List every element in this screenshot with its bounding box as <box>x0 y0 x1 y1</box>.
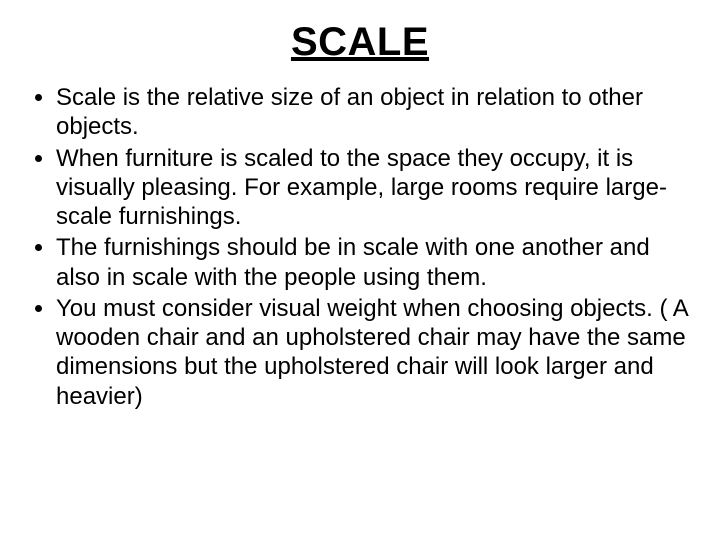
list-item: Scale is the relative size of an object … <box>56 83 696 142</box>
list-item: You must consider visual weight when cho… <box>56 294 696 411</box>
list-item: When furniture is scaled to the space th… <box>56 144 696 232</box>
bullet-list: Scale is the relative size of an object … <box>24 83 696 411</box>
slide-container: SCALE Scale is the relative size of an o… <box>0 0 720 540</box>
list-item: The furnishings should be in scale with … <box>56 233 696 292</box>
slide-title: SCALE <box>24 20 696 65</box>
